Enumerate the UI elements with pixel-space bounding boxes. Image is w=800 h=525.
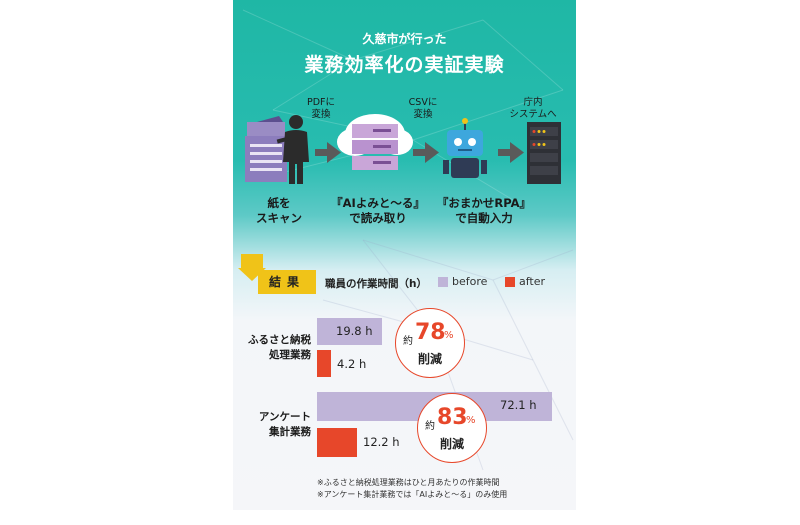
step-label-system: 庁内 システムへ [509, 97, 557, 120]
value-label-after-survey: 12.2 h [363, 435, 400, 449]
header-subtitle: 久慈市が行った [362, 32, 447, 46]
reduction-bubble-survey: 約 83 % 削減 [417, 393, 487, 463]
footnote-1: ※ふるさと納税処理業務はひと月あたりの作業時間 [317, 478, 500, 487]
infographic-card: 久慈市が行った 業務効率化の実証実験 [233, 0, 576, 510]
value-label-before-furusato: 19.8 h [336, 324, 373, 338]
server-rack-icon [527, 122, 561, 184]
legend-swatch-after [505, 277, 515, 287]
value-label-after-furusato: 4.2 h [337, 357, 367, 371]
step-label-csv: CSVに 変換 [408, 97, 438, 120]
bar-before-furusato [317, 318, 382, 345]
category-label-furusato: ふるさと納税 処理業務 [248, 334, 311, 361]
result-badge: 結果 [258, 270, 316, 294]
robot-icon [443, 118, 487, 178]
arrow-icon [413, 142, 439, 163]
header-title: 業務効率化の実証実験 [304, 54, 505, 76]
chart-title: 職員の作業時間（h） [325, 278, 427, 290]
caption-ai-yomitoru: 『AIよみと～る』 で読み取り [331, 196, 425, 225]
bar-after-survey [317, 428, 357, 457]
value-label-before-survey: 72.1 h [500, 398, 537, 412]
person-icon [276, 115, 309, 184]
workflow-icons [245, 114, 561, 184]
footnote-2: ※アンケート集計業務では「AIよみと～る」のみ使用 [317, 490, 508, 499]
category-label-survey: アンケート 集計業務 [258, 411, 311, 438]
copier-icon [245, 116, 287, 182]
caption-omakase-rpa: 『おまかせRPA』 で自動入力 [436, 196, 532, 225]
step-label-pdf: PDFに 変換 [306, 97, 335, 120]
arrow-icon [498, 142, 524, 163]
legend-swatch-before [438, 277, 448, 287]
caption-scan: 紙を スキャン [256, 196, 302, 225]
legend-label-before: before [452, 275, 488, 288]
reduction-bubble-furusato: 約 78 % 削減 [395, 308, 465, 378]
cloud-server-icon [337, 114, 413, 170]
legend-label-after: after [519, 275, 546, 288]
bar-after-furusato [317, 350, 331, 377]
arrow-icon [315, 142, 341, 163]
